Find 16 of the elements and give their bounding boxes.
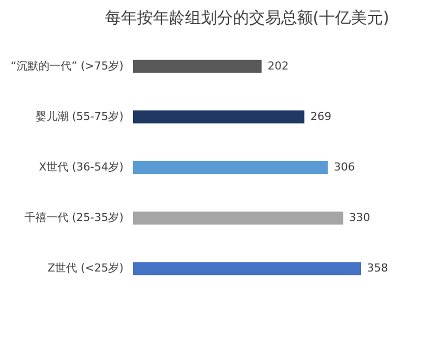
bar	[133, 60, 262, 73]
data-label: 330	[349, 211, 370, 224]
y-tick-label: “沉默的一代” (>75岁)	[10, 59, 124, 72]
bar	[133, 161, 328, 174]
y-tick-label: 婴儿潮 (55-75岁)	[35, 110, 124, 123]
data-label: 202	[268, 59, 289, 72]
y-tick-label: 千禧一代 (25-35岁)	[24, 211, 124, 224]
chart-title: 每年按年龄组划分的交易总额(十亿美元)	[104, 8, 390, 27]
y-tick-label: Z世代 (<25岁)	[48, 262, 124, 275]
bar	[133, 262, 361, 276]
data-label: 306	[334, 160, 355, 174]
data-label: 269	[310, 110, 332, 123]
bar	[133, 110, 304, 124]
bar	[133, 212, 344, 225]
data-label: 358	[367, 262, 388, 275]
y-tick-label: X世代 (36-54岁)	[38, 160, 124, 174]
